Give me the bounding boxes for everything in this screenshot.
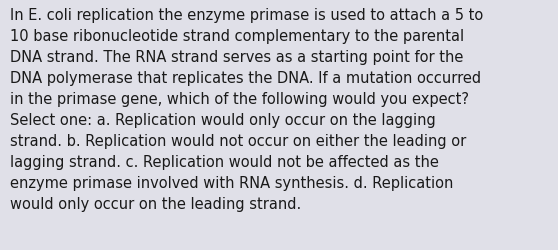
Text: In E. coli replication the enzyme primase is used to attach a 5 to
10 base ribon: In E. coli replication the enzyme primas… xyxy=(10,8,483,211)
